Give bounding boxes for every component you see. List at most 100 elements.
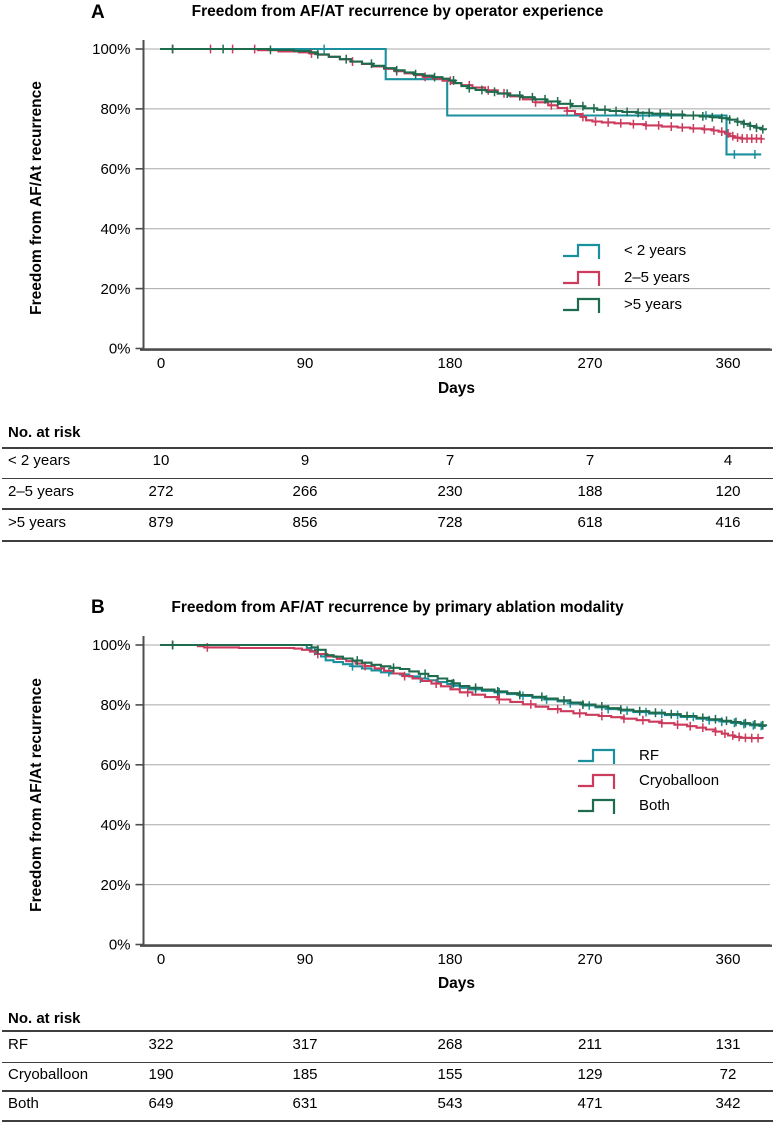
risk-table-rule (2, 508, 773, 510)
risk-count: 266 (292, 482, 318, 500)
censor-mark (636, 706, 644, 716)
risk-count: 7 (585, 452, 595, 469)
x-tick-label: 180 (437, 355, 462, 372)
risk-count: 155 (437, 1066, 463, 1083)
censor-mark (667, 709, 675, 719)
risk-table-row: Cryoballoon 190 185 155 129 72 (0, 1066, 775, 1086)
censor-mark (617, 705, 625, 715)
censor-mark (751, 150, 759, 159)
y-tick-label: 80% (100, 697, 130, 714)
censor-mark (353, 656, 361, 665)
censor-mark (656, 109, 664, 119)
censor-mark (724, 129, 732, 138)
y-tick-label: 100% (92, 637, 130, 654)
censor-mark (385, 667, 393, 677)
censor-mark (620, 714, 628, 724)
censor-mark (612, 106, 620, 116)
risk-count: 129 (577, 1066, 603, 1083)
censor-mark (639, 715, 647, 725)
x-tick-label: 0 (157, 355, 165, 372)
censor-mark (348, 661, 357, 671)
risk-table-rule (2, 1061, 773, 1063)
risk-count: 120 (715, 482, 741, 500)
risk-table-rule (2, 477, 773, 479)
censor-mark (729, 731, 737, 740)
risk-table-row: Both 649 631 543 471 342 (0, 1095, 775, 1115)
step-line-icon (578, 748, 616, 764)
panel-b-x-axis-label: Days (437, 975, 476, 992)
risk-count: 416 (715, 514, 741, 531)
censor-mark (527, 699, 535, 709)
censor-mark (729, 131, 737, 141)
censor-mark (759, 124, 767, 134)
risk-table-rule (2, 1120, 773, 1122)
step-line-icon (578, 773, 616, 789)
censor-mark (623, 107, 631, 117)
censor-mark (590, 103, 598, 113)
censor-mark (700, 124, 709, 134)
step-line-icon (578, 798, 616, 814)
censor-mark (754, 733, 762, 743)
risk-row-label: Both (8, 1095, 39, 1112)
legend-label: Cryoballoon (639, 772, 720, 789)
censor-mark (563, 106, 571, 116)
censor-mark (400, 671, 409, 681)
censor-mark (601, 105, 609, 115)
risk-count: 72 (719, 1066, 737, 1083)
censor-mark (741, 733, 750, 743)
x-tick-label: 360 (715, 951, 740, 968)
censor-mark (658, 718, 666, 728)
km-curve--2-years (160, 47, 762, 156)
legend-item: 2–5 years (560, 264, 690, 291)
censor-mark (722, 716, 731, 726)
risk-table-rule (2, 1030, 773, 1032)
x-tick-label: 360 (715, 355, 740, 372)
censor-mark (711, 727, 720, 736)
panel-b-risk-table-header: No. at risk (8, 1010, 81, 1027)
censor-mark (490, 87, 499, 97)
censor-mark (367, 59, 376, 69)
risk-table-rule (2, 540, 773, 542)
censor-mark (566, 99, 574, 109)
censor-mark (538, 692, 546, 702)
censor-mark (516, 91, 524, 100)
legend-item: < 2 years (560, 237, 690, 264)
panel-a-risk-table-header: No. at risk (8, 424, 81, 441)
step-line-icon (563, 297, 601, 313)
censor-mark (314, 645, 322, 655)
risk-count: 879 (148, 514, 174, 531)
risk-count: 471 (577, 1095, 603, 1112)
censor-mark (689, 111, 697, 120)
risk-table-row: < 2 years 10 9 7 7 4 (0, 452, 775, 472)
censor-mark (740, 119, 748, 129)
risk-count: 272 (148, 482, 174, 500)
censor-mark (219, 44, 227, 54)
censor-mark (472, 683, 480, 693)
risk-row-label: >5 years (8, 514, 66, 531)
censor-mark (710, 126, 718, 135)
censor-mark (757, 134, 765, 144)
censor-mark (752, 123, 761, 133)
risk-count: 322 (148, 1036, 174, 1053)
risk-count: 649 (148, 1095, 174, 1112)
censor-mark (629, 119, 637, 129)
y-tick-label: 0% (109, 341, 131, 358)
x-tick-label: 270 (577, 355, 602, 372)
risk-count: 618 (577, 514, 603, 531)
censor-mark (393, 65, 401, 75)
risk-count: 9 (300, 452, 310, 469)
censor-mark (266, 45, 275, 55)
censor-mark (735, 732, 743, 742)
censor-mark (554, 97, 562, 106)
censor-mark (645, 108, 653, 118)
x-tick-label: 90 (297, 355, 314, 372)
x-tick-label: 180 (437, 951, 462, 968)
censor-mark (449, 76, 458, 85)
censor-mark (421, 72, 429, 82)
censor-mark (634, 108, 642, 118)
risk-table-rule (2, 1090, 773, 1092)
censor-mark (541, 94, 549, 104)
panel-b-letter: B (91, 597, 105, 618)
censor-mark (708, 112, 716, 122)
risk-count: 7 (445, 452, 455, 469)
